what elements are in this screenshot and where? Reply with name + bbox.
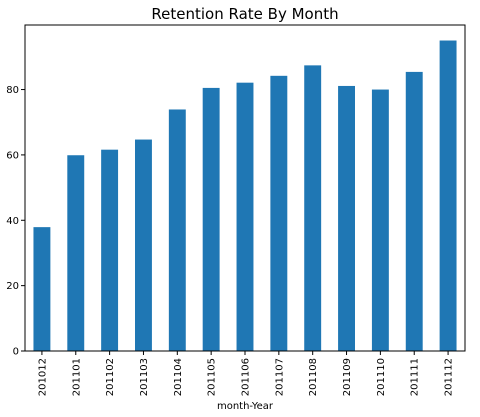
bar-201106 <box>236 82 254 352</box>
bar-201103 <box>135 139 152 351</box>
x-tick-label: 201107 <box>274 358 285 396</box>
bar-201012 <box>33 227 51 351</box>
x-tick-label: 201104 <box>173 358 184 396</box>
y-tick-label: 40 <box>6 216 19 227</box>
x-tick-label: 201111 <box>410 358 421 396</box>
x-tick-label: 201112 <box>444 358 455 396</box>
bar-201104 <box>168 109 186 351</box>
y-tick-label: 60 <box>6 150 19 161</box>
chart-title: Retention Rate By Month <box>151 5 338 23</box>
x-tick-label: 201106 <box>241 358 252 396</box>
bar-201109 <box>338 85 355 351</box>
bar-201102 <box>101 149 119 351</box>
y-tick-label: 80 <box>6 85 19 96</box>
x-tick-label: 201110 <box>376 358 387 396</box>
bar-201105 <box>202 87 220 351</box>
x-tick-label: 201109 <box>342 358 353 396</box>
bar-201110 <box>371 89 389 352</box>
y-axis: 0 20 40 60 80 <box>6 85 25 358</box>
bar-201101 <box>67 155 85 351</box>
x-tick-label: 201103 <box>139 358 150 396</box>
bar-201108 <box>304 65 322 352</box>
bar-201111 <box>405 71 423 352</box>
x-tick-label: 201105 <box>207 358 218 396</box>
y-tick-label: 20 <box>6 281 19 292</box>
x-tick-label: 201108 <box>308 358 319 396</box>
x-tick-label: 201012 <box>37 358 48 396</box>
plot-area <box>33 40 457 352</box>
x-tick-label: 201102 <box>105 358 116 396</box>
x-axis-label: month-Year <box>217 401 274 412</box>
bar-201107 <box>270 75 288 351</box>
bar-201112 <box>439 40 457 352</box>
x-tick-label: 201101 <box>71 358 82 396</box>
y-tick-label: 0 <box>13 347 19 358</box>
x-axis: 201012 201101 201102 201103 201104 201105 2011… <box>37 351 455 396</box>
